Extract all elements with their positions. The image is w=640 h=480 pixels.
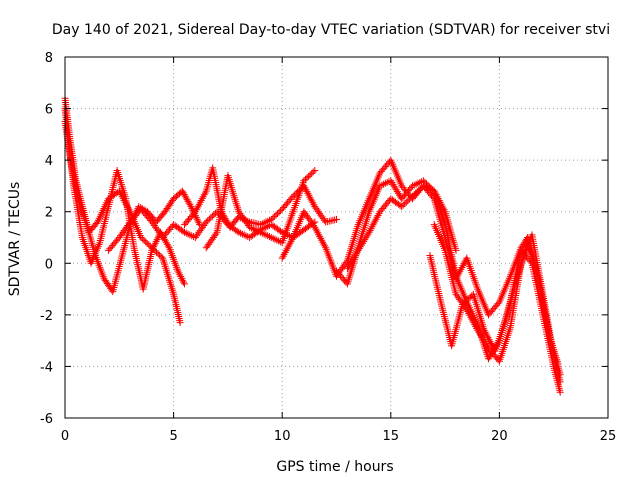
data-series-track-4 bbox=[104, 205, 319, 254]
data-series-track-7 bbox=[278, 156, 460, 280]
y-tick-label: -2 bbox=[40, 309, 53, 324]
chart-title: Day 140 of 2021, Sidereal Day-to-day VTE… bbox=[52, 22, 610, 38]
x-tick-label: 20 bbox=[491, 429, 508, 444]
y-tick-label: 4 bbox=[45, 154, 53, 169]
x-tick-label: 15 bbox=[383, 429, 400, 444]
y-tick-label: 2 bbox=[45, 206, 53, 221]
x-tick-label: 0 bbox=[61, 429, 69, 444]
x-tick-label: 5 bbox=[169, 429, 177, 444]
x-tick-label: 25 bbox=[600, 429, 617, 444]
data-series-track-6 bbox=[202, 167, 319, 252]
plot-frame bbox=[64, 56, 609, 419]
data-points bbox=[61, 94, 564, 396]
x-axis-title: GPS time / hours bbox=[276, 459, 393, 475]
data-series-track-11 bbox=[426, 239, 562, 368]
y-tick-label: 0 bbox=[45, 257, 53, 272]
x-tick-label: 10 bbox=[274, 429, 291, 444]
y-tick-label: -6 bbox=[40, 412, 53, 427]
axis-ticks: 0 5 10 15 20 25 -6 -4 -2 0 2 4 6 8 bbox=[40, 51, 616, 444]
y-axis-title: SDTVAR / TECUs bbox=[7, 182, 23, 297]
y-tick-label: 8 bbox=[45, 51, 53, 66]
y-tick-label: -4 bbox=[40, 360, 53, 375]
y-tick-label: 6 bbox=[45, 103, 53, 118]
